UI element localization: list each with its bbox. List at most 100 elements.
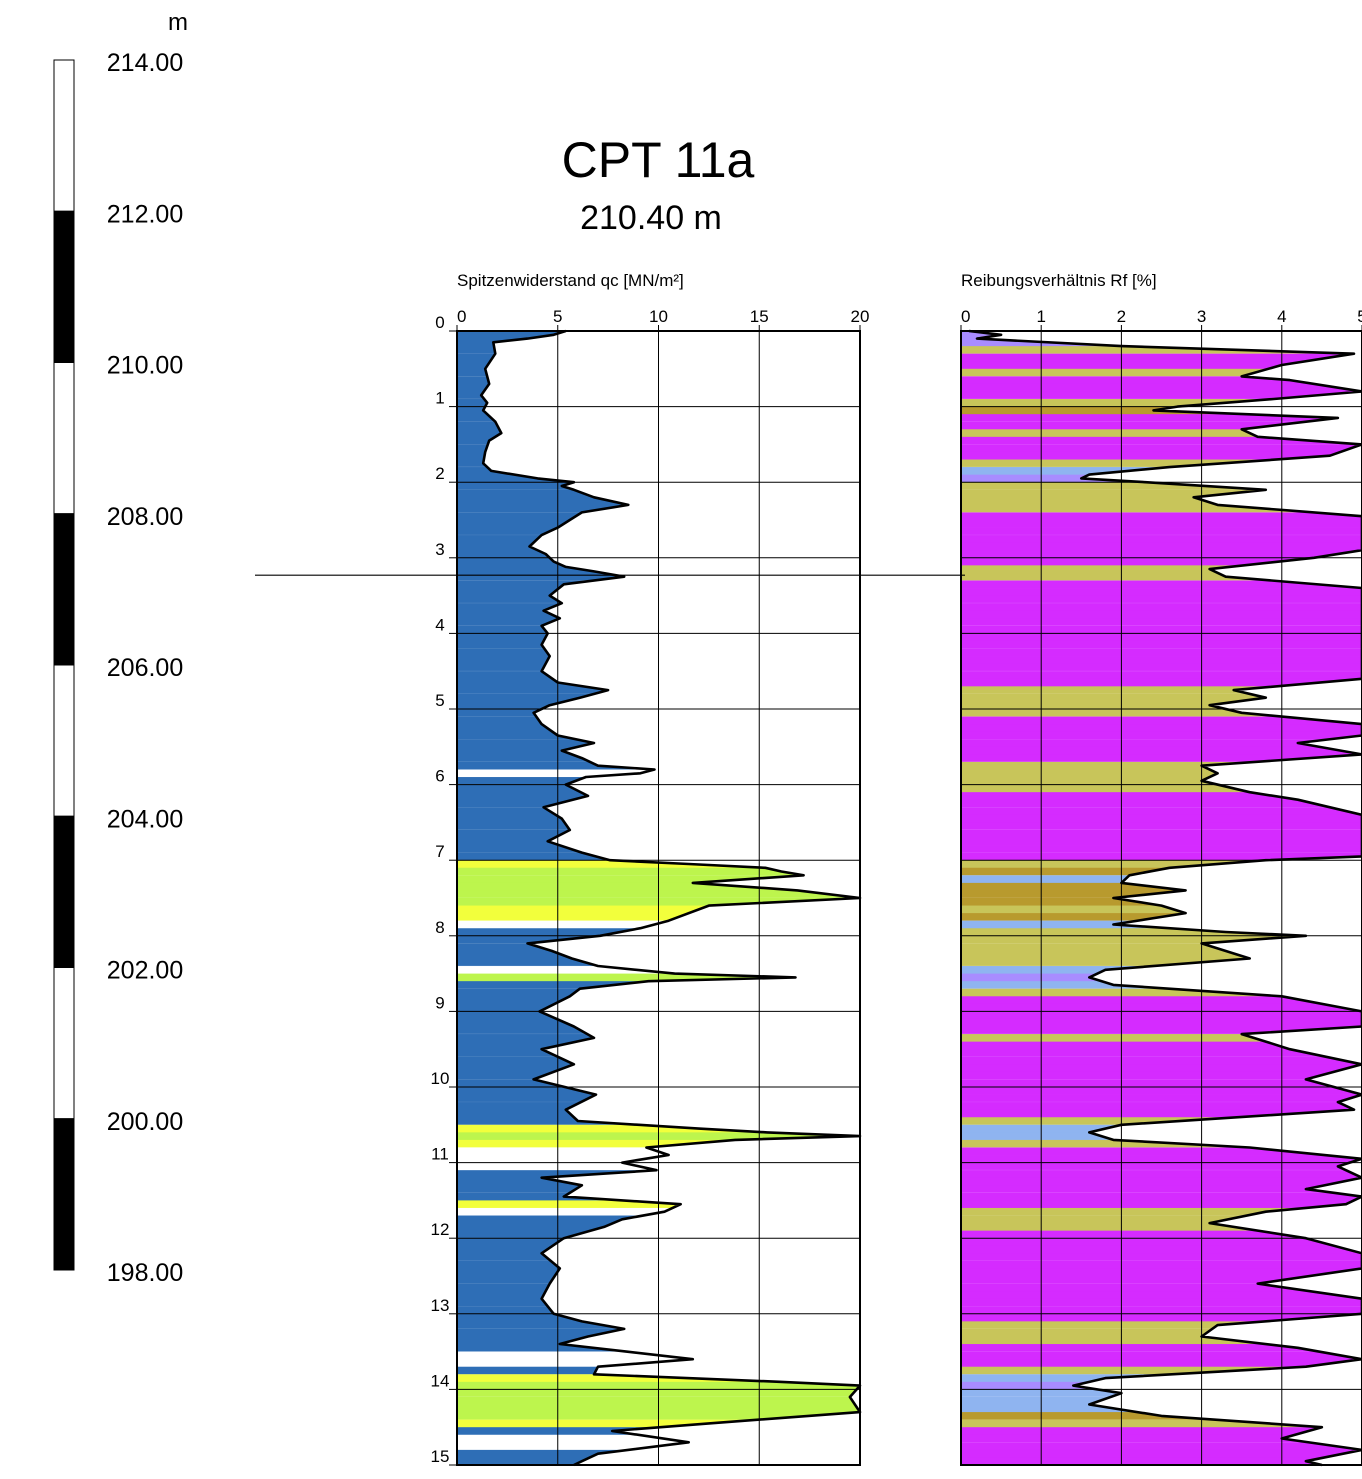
y-tick-label: 5 <box>435 691 444 710</box>
soil-band <box>961 656 1362 665</box>
soil-band <box>961 1185 1362 1194</box>
plot-area <box>456 329 862 1467</box>
x-tick-label: 15 <box>750 307 769 326</box>
soil-band <box>961 542 1362 551</box>
soil-band <box>961 399 1362 407</box>
soil-band <box>961 1102 1362 1111</box>
soil-band <box>961 1359 1362 1368</box>
soil-band <box>961 709 1362 717</box>
soil-band <box>961 1139 1362 1148</box>
soil-band <box>961 376 1362 385</box>
soil-band <box>961 686 1362 695</box>
soil-band <box>961 1041 1362 1050</box>
soil-band <box>961 595 1362 604</box>
soil-band <box>961 1268 1362 1277</box>
y-tick-label: 9 <box>435 993 444 1012</box>
y-tick-label: 12 <box>431 1220 450 1239</box>
soil-band <box>961 1094 1362 1103</box>
soil-band <box>961 482 1362 491</box>
y-tick-label: 0 <box>435 313 444 332</box>
rf-chart: Reibungsverhältnis Rf [%] 0 1 2 3 4 5 <box>960 271 1362 1467</box>
soil-band <box>961 1215 1362 1224</box>
soil-band <box>961 792 1362 801</box>
soil-band <box>961 837 1362 846</box>
x-tick-label: 10 <box>649 307 668 326</box>
soil-band <box>961 716 1362 725</box>
soil-band <box>961 557 1362 566</box>
soil-band <box>961 1200 1362 1209</box>
x-tick-label: 2 <box>1117 307 1126 326</box>
soil-band <box>961 769 1362 778</box>
soil-band <box>961 950 1362 959</box>
axis-title: Reibungsverhältnis Rf [%] <box>961 271 1157 290</box>
soil-band <box>961 1230 1362 1239</box>
y-tick-label: 10 <box>431 1069 450 1088</box>
soil-band <box>961 444 1362 453</box>
soil-band <box>961 799 1362 808</box>
soil-band <box>961 383 1362 392</box>
soil-band <box>961 489 1362 498</box>
x-tick-label: 20 <box>851 307 870 326</box>
soil-band <box>961 414 1362 423</box>
soil-band <box>961 361 1362 370</box>
soil-band <box>961 1351 1362 1360</box>
soil-band <box>961 1170 1362 1179</box>
soil-band <box>961 784 1362 793</box>
soil-band <box>961 928 1362 937</box>
elevation-band <box>53 513 75 666</box>
soil-band <box>961 1321 1362 1330</box>
soil-band <box>961 746 1362 755</box>
soil-band <box>961 1155 1362 1163</box>
soil-band <box>961 1071 1362 1080</box>
elevation-band <box>53 815 75 968</box>
curve-fill-white <box>969 331 1362 1465</box>
axis-title: Spitzenwiderstand qc [MN/m²] <box>457 271 684 290</box>
soil-band <box>961 1011 1362 1020</box>
elevation-label: 204.00 <box>107 805 183 833</box>
x-tick-label: 4 <box>1277 307 1286 326</box>
soil-band <box>961 1336 1362 1345</box>
page-subtitle: 210.40 m <box>580 199 722 237</box>
y-tick-label: 15 <box>431 1447 450 1466</box>
soil-band <box>961 822 1362 831</box>
soil-band <box>961 754 1362 763</box>
soil-band <box>961 988 1362 997</box>
soil-band <box>961 1283 1362 1292</box>
soil-band <box>961 618 1362 627</box>
soil-band <box>961 1306 1362 1315</box>
soil-band <box>961 1207 1362 1216</box>
soil-band <box>961 1177 1362 1186</box>
soil-band <box>961 625 1362 634</box>
x-tick-label: 3 <box>1197 307 1206 326</box>
x-tick-label: 5 <box>1357 307 1362 326</box>
soil-band <box>961 1147 1362 1156</box>
page-title: CPT 11a <box>562 132 755 188</box>
soil-band <box>961 565 1362 574</box>
soil-band <box>961 497 1362 506</box>
y-tick-label: 7 <box>435 842 444 861</box>
soil-band <box>961 1223 1362 1232</box>
elevation-band <box>53 210 75 363</box>
soil-band <box>961 527 1362 536</box>
soil-band <box>961 1313 1362 1322</box>
soil-band <box>961 1427 1362 1436</box>
soil-band <box>961 829 1362 838</box>
soil-band <box>961 346 1362 355</box>
plot-frame <box>960 330 1362 1466</box>
soil-band <box>961 1457 1362 1466</box>
soil-band <box>961 633 1362 642</box>
elevation-label: 212.00 <box>107 200 183 228</box>
x-tick-label: 1 <box>1036 307 1045 326</box>
elevation-label: 202.00 <box>107 957 183 985</box>
soil-band <box>961 1449 1362 1458</box>
elevation-band <box>53 967 75 1120</box>
soil-band <box>961 1442 1362 1451</box>
soil-band <box>961 678 1362 687</box>
x-tick-label: 0 <box>961 307 970 326</box>
soil-band <box>961 663 1362 672</box>
elevation-scale: m 214.00 212.00 210.00 208.00 206.00 204.00 20… <box>53 9 188 1287</box>
y-tick-label: 11 <box>431 1145 449 1164</box>
soil-band <box>961 588 1362 596</box>
y-tick-label: 1 <box>435 389 444 408</box>
soil-band <box>961 436 1362 445</box>
